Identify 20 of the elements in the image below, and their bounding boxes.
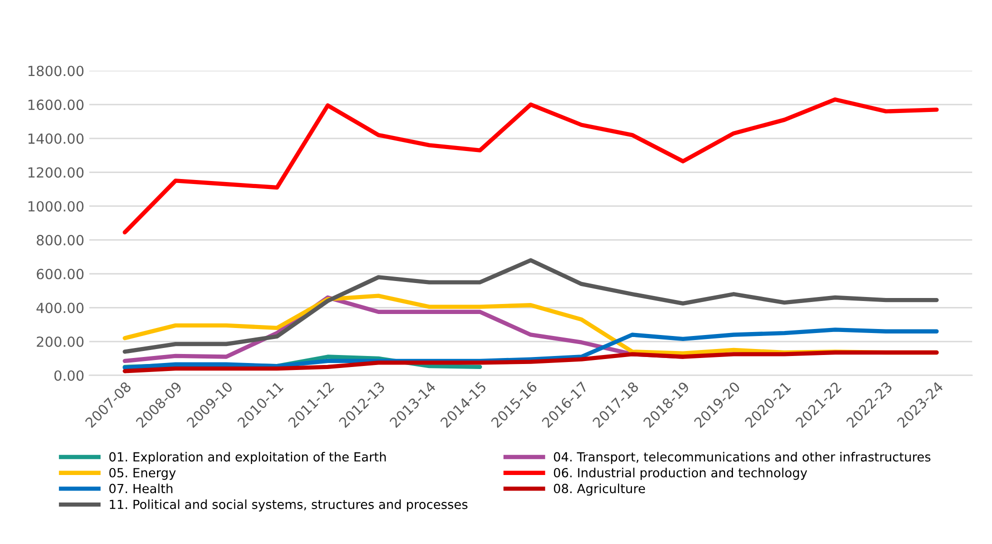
y-tick-label: 1400.00 [28, 133, 84, 144]
y-tick-label: 0.00 [54, 370, 84, 381]
legend-label: 04. Transport, telecommunications and other infrastructures [554, 452, 930, 464]
legend-label: 07. Health [109, 484, 172, 494]
y-tick-label: 1000.00 [28, 201, 84, 212]
legend-label: 01. Exploration and exploitation of the Earth [109, 452, 386, 464]
line-series [122, 350, 939, 374]
y-tick-label: 1600.00 [28, 100, 84, 110]
y-tick-label: 600.00 [36, 268, 84, 280]
legend-label: 06. Industrial production and technology [554, 468, 808, 480]
y-tick-label: 200.00 [36, 336, 84, 347]
y-tick-label: 400.00 [36, 302, 84, 314]
line-series [122, 97, 939, 234]
y-tick-label: 800.00 [36, 234, 84, 246]
legend-label: 08. Agriculture [554, 484, 645, 496]
line-series [122, 258, 939, 354]
y-tick-label: 1200.00 [28, 167, 84, 178]
y-tick-label: 1800.00 [28, 66, 84, 76]
legend-label: 11. Political and social systems, structures and processes [110, 499, 468, 512]
legend-label: 05. Energy [109, 468, 176, 480]
